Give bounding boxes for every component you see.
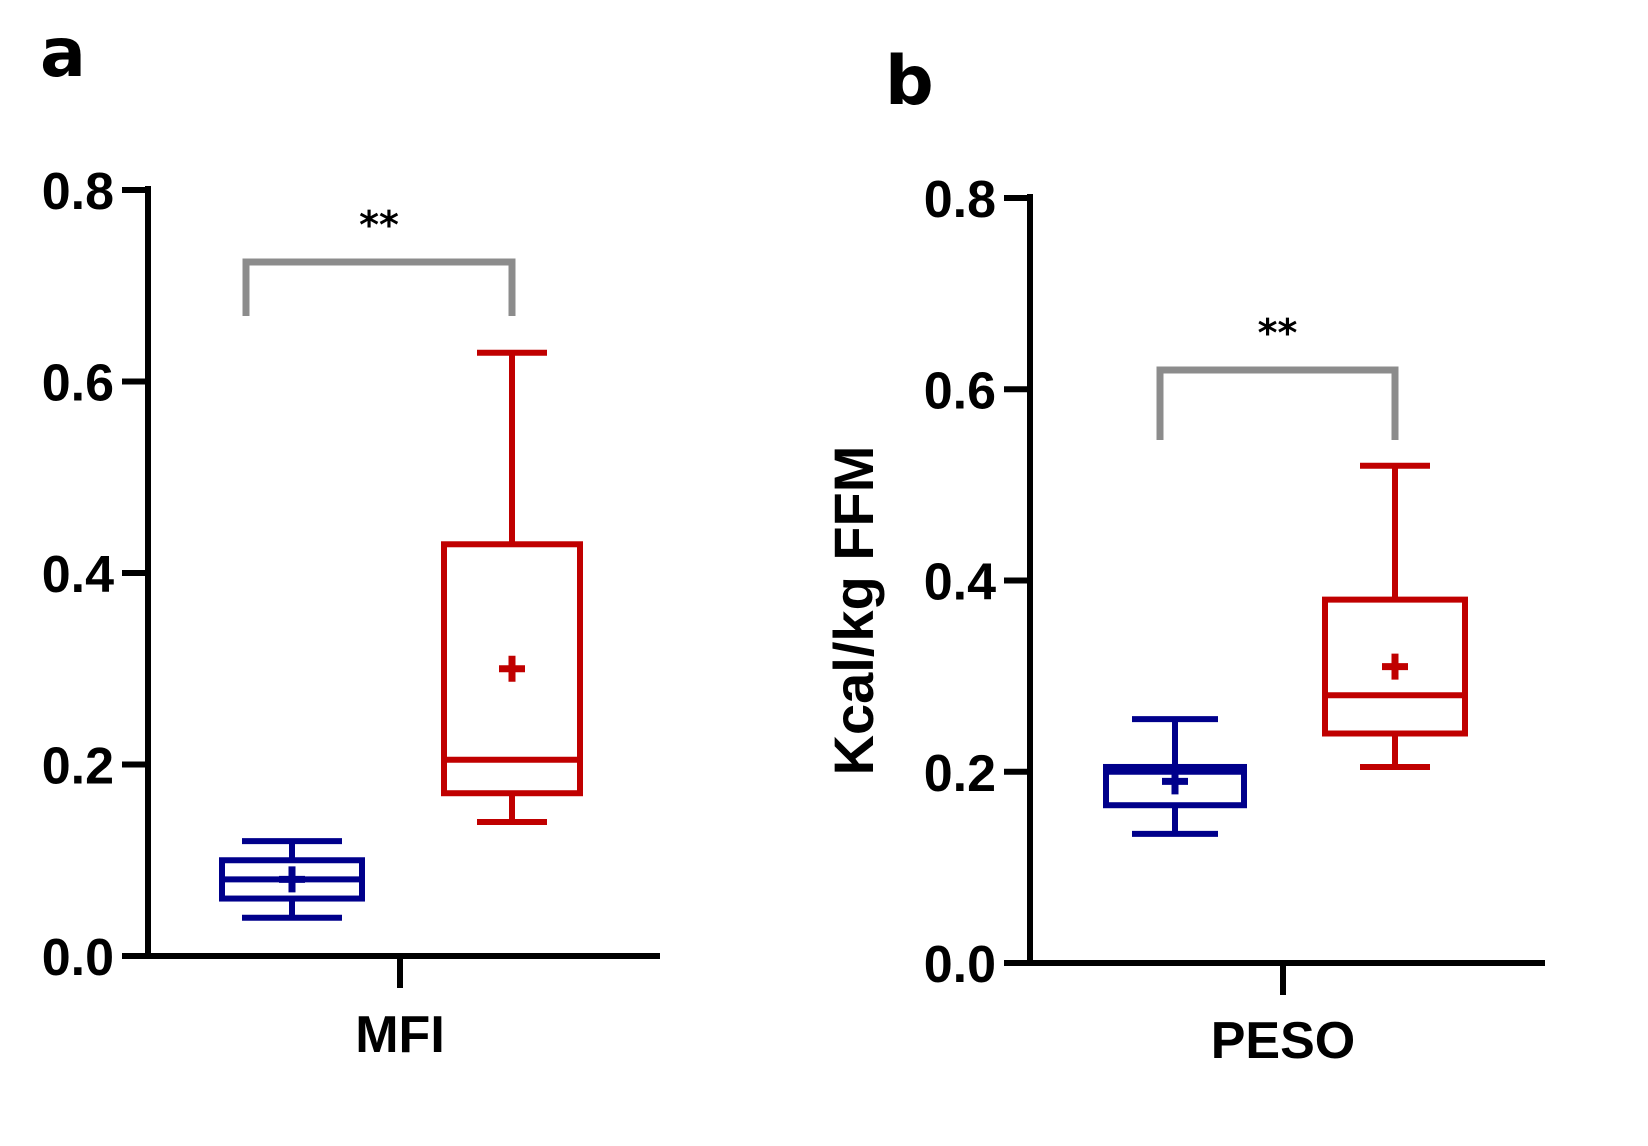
significance-label: ** <box>1258 311 1298 355</box>
panel-a: a 0.0 0.2 0.4 0.6 0.8 MFI ** <box>40 14 660 1064</box>
box-plot-group-1 <box>1103 716 1247 837</box>
significance-label: ** <box>359 203 399 247</box>
mean-marker <box>279 866 305 893</box>
panel-letter: b <box>885 42 934 121</box>
box-plot-group-2 <box>441 349 583 825</box>
y-tick-label: 0.2 <box>924 745 996 803</box>
box-plot-group-1 <box>219 838 365 921</box>
y-tick-label: 0.8 <box>924 171 996 229</box>
box-plot-group-2 <box>1322 462 1468 770</box>
mean-marker <box>499 655 525 682</box>
significance-bracket <box>242 258 516 316</box>
y-tick-label: 0.4 <box>924 554 996 612</box>
y-axis-label: Kcal/kg FFM <box>822 446 885 776</box>
mean-marker <box>1162 768 1188 795</box>
y-tick-label: 0.6 <box>924 362 996 420</box>
y-tick-label: 0.2 <box>42 738 114 796</box>
mean-marker <box>1382 653 1408 680</box>
y-tick-label: 0.6 <box>42 355 114 413</box>
significance-bracket <box>1156 366 1399 440</box>
x-category-label: MFI <box>355 1006 445 1064</box>
y-tick-label: 0.8 <box>42 163 114 221</box>
y-tick-label: 0.4 <box>42 546 114 604</box>
panel-b: b 0.0 0.2 0.4 0.6 0.8 PESO Kcal/kg FFM ** <box>822 42 1545 1070</box>
panel-letter: a <box>40 14 86 93</box>
y-tick-label: 0.0 <box>924 936 996 994</box>
x-category-label: PESO <box>1211 1012 1356 1070</box>
y-tick-label: 0.0 <box>42 929 114 987</box>
